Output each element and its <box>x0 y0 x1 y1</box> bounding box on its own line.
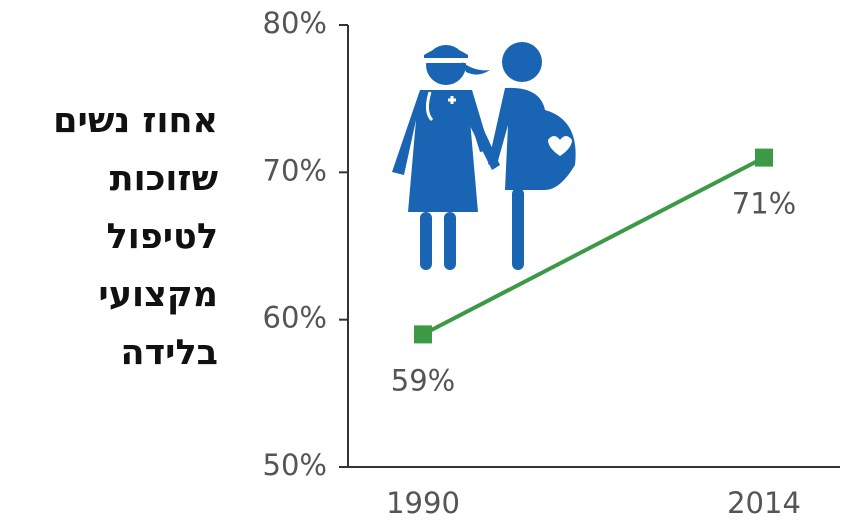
chart-title: לטיפול <box>107 217 218 257</box>
chart-title: אחוז נשים <box>53 101 218 141</box>
y-tick-label: 60% <box>263 301 327 335</box>
y-tick-label: 70% <box>263 153 327 187</box>
chart-title: שזוכות <box>110 159 219 199</box>
y-tick-label: 80% <box>263 6 327 40</box>
data-label: 71% <box>732 187 796 221</box>
icon <box>392 42 576 270</box>
marker <box>755 148 773 167</box>
line <box>422 155 765 337</box>
y-tick-label: 50% <box>263 448 327 482</box>
data-label: 59% <box>391 363 455 397</box>
x-tick-label: 1990 <box>386 486 460 520</box>
x-tick-label: 2014 <box>727 486 801 520</box>
marker <box>414 325 432 344</box>
chart-title: בלידה <box>121 333 218 373</box>
chart-title: מקצועי <box>98 275 218 315</box>
